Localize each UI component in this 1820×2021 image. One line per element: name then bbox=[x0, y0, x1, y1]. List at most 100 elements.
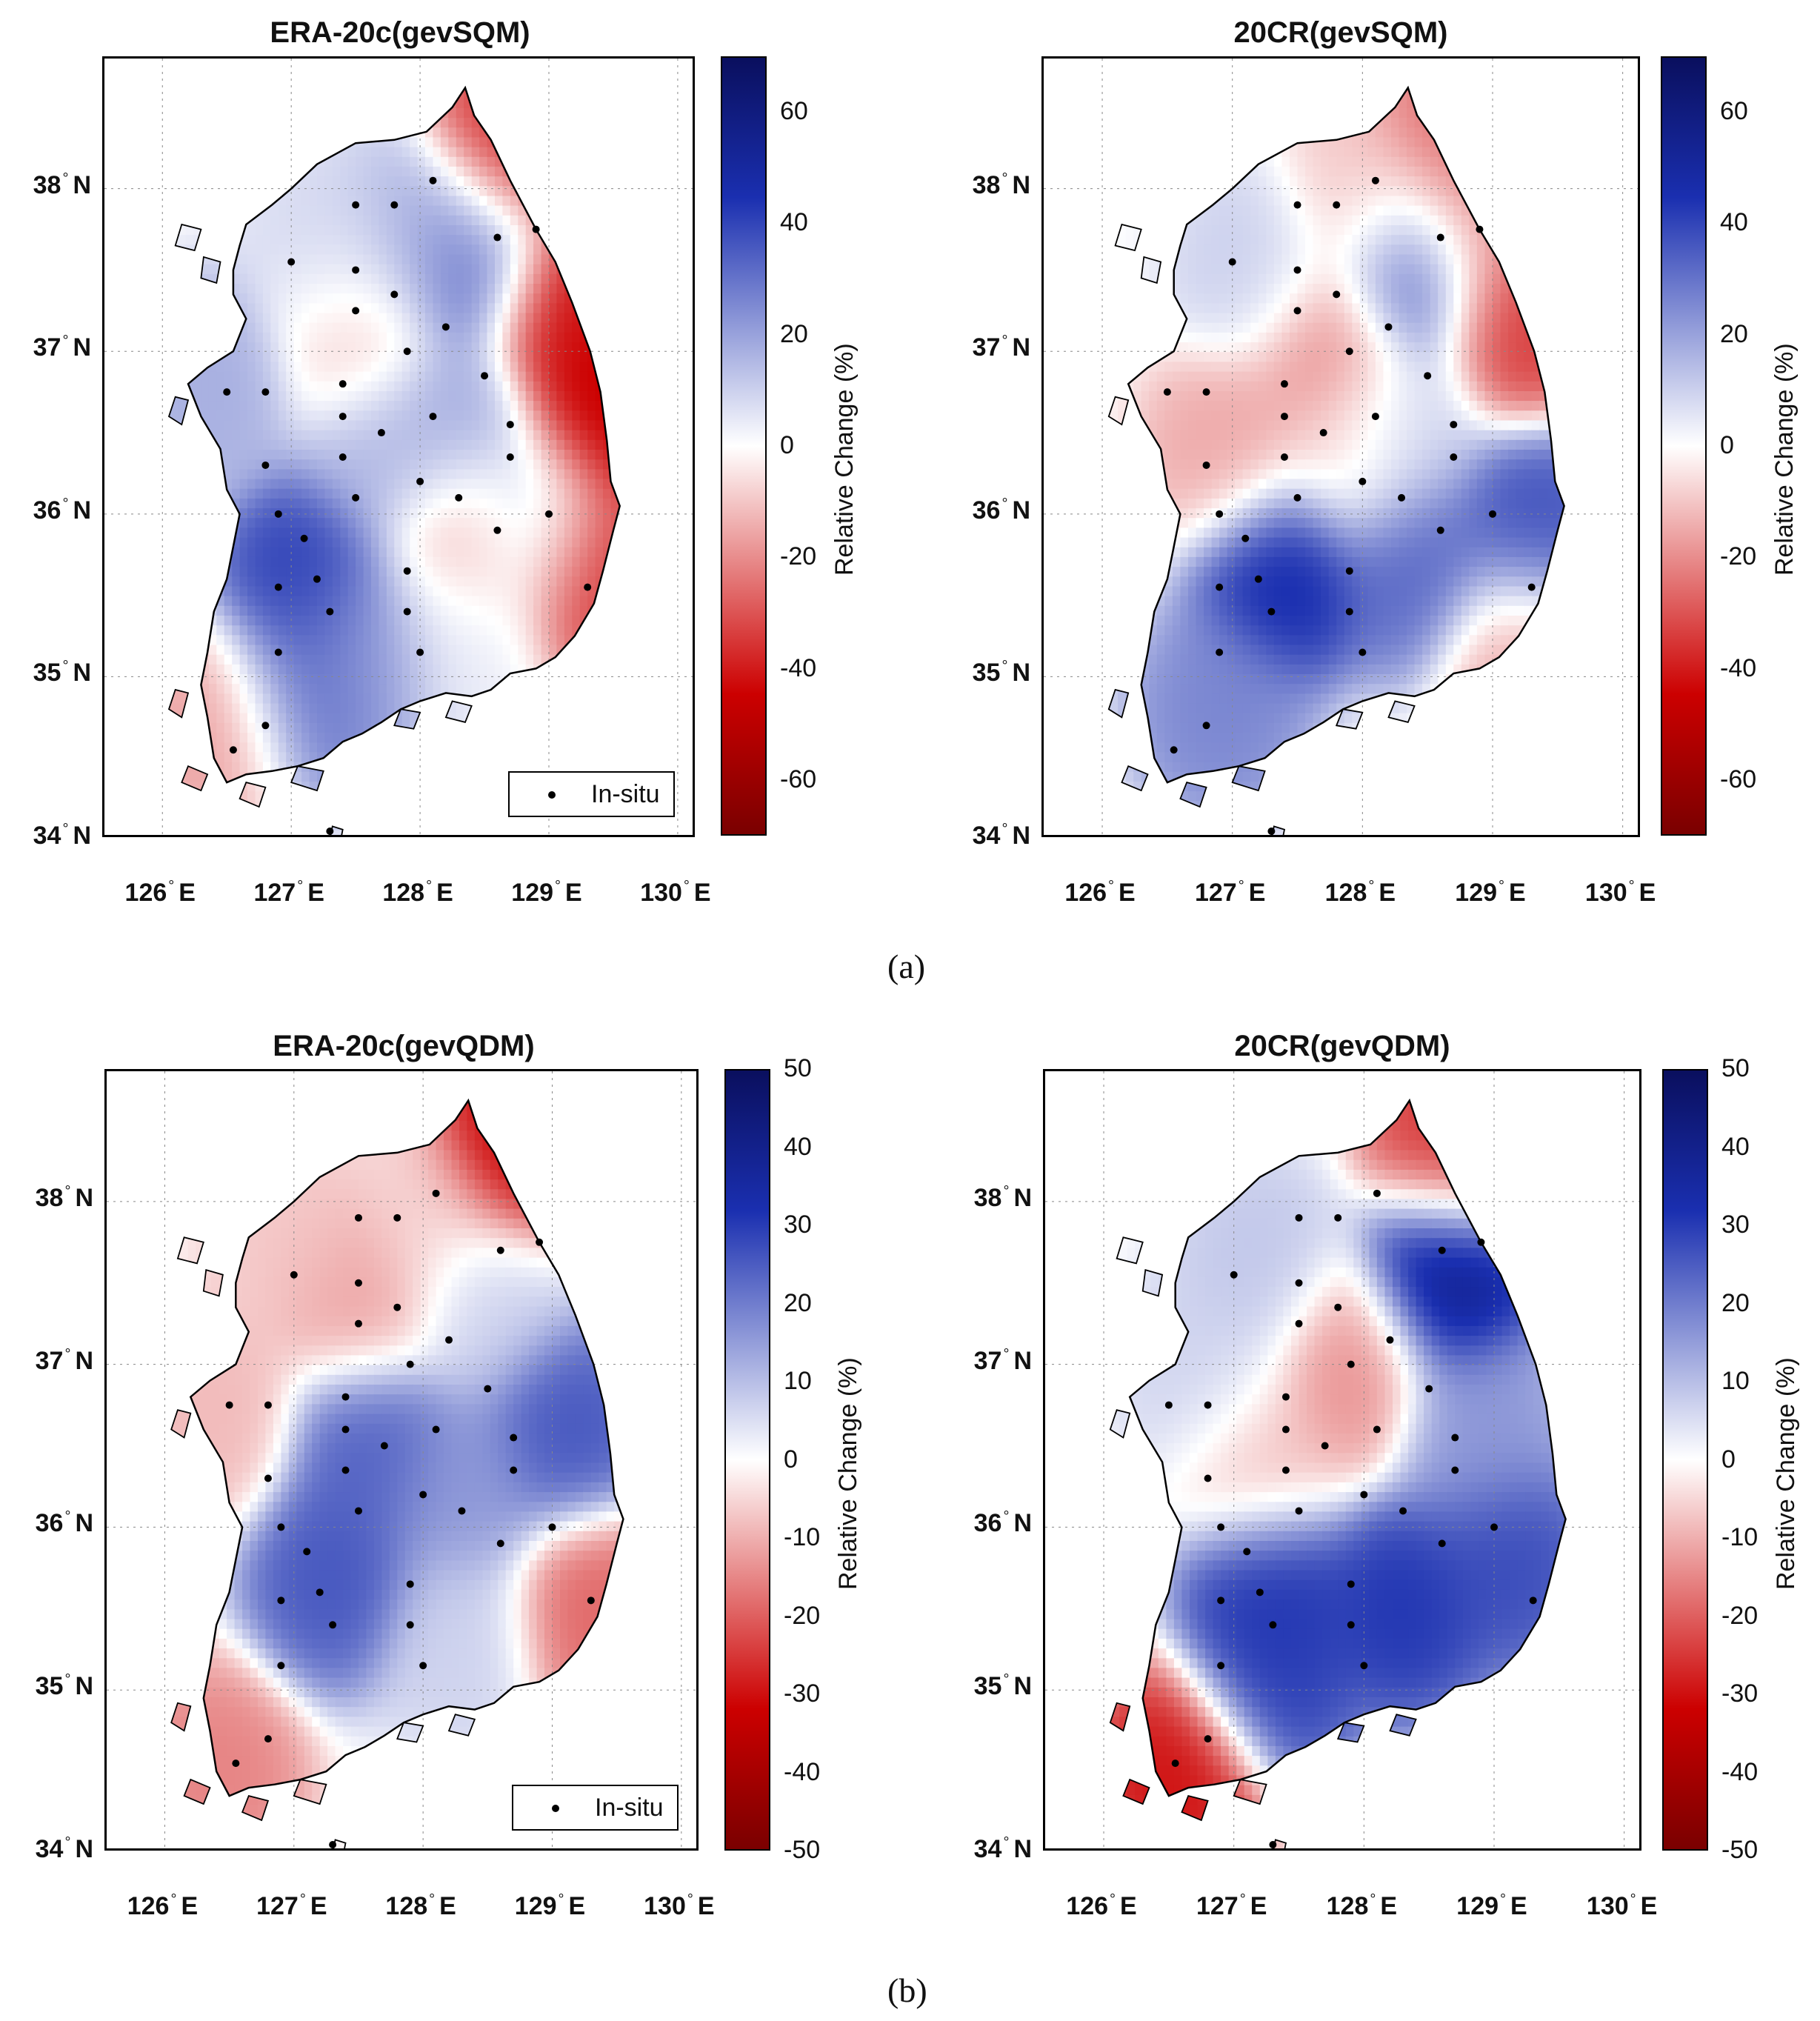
heat-cell bbox=[356, 615, 364, 626]
heat-cell bbox=[224, 536, 233, 547]
heat-cell bbox=[487, 214, 496, 225]
heat-cell bbox=[487, 107, 496, 119]
heat-cell bbox=[518, 410, 527, 421]
heat-cell bbox=[340, 761, 349, 772]
heat-cell bbox=[587, 722, 596, 733]
heat-cell bbox=[502, 595, 511, 606]
heat-cell bbox=[448, 487, 457, 499]
heat-cell bbox=[464, 576, 473, 587]
heat-cell bbox=[610, 742, 619, 753]
heat-cell bbox=[262, 497, 272, 509]
heat-cell bbox=[247, 322, 256, 333]
heat-cell bbox=[224, 302, 233, 313]
heat-cell bbox=[332, 693, 341, 704]
heat-cell bbox=[301, 244, 310, 255]
heat-cell bbox=[518, 322, 527, 333]
heat-cell bbox=[479, 263, 488, 274]
heat-cell bbox=[224, 702, 233, 713]
heat-cell bbox=[549, 68, 557, 79]
heat-cell bbox=[634, 371, 642, 382]
heat-cell bbox=[579, 644, 589, 655]
heat-cell bbox=[239, 585, 248, 596]
heat-cell bbox=[270, 293, 279, 304]
heat-cell bbox=[255, 527, 264, 538]
heat-cell bbox=[394, 761, 403, 772]
heat-cell bbox=[549, 370, 558, 382]
heat-cell bbox=[487, 556, 496, 567]
heat-cell bbox=[572, 732, 581, 743]
heat-cell bbox=[626, 732, 634, 742]
heat-cell bbox=[286, 214, 295, 225]
heat-cell bbox=[425, 253, 434, 264]
heat-cell bbox=[541, 117, 550, 128]
heat-cell bbox=[270, 136, 279, 147]
heat-cell bbox=[587, 585, 596, 596]
heat-cell bbox=[201, 536, 210, 547]
heat-cell bbox=[448, 390, 457, 402]
heat-cell bbox=[603, 146, 612, 157]
heat-cell bbox=[386, 302, 396, 313]
heat-cell bbox=[262, 712, 272, 723]
heat-cell bbox=[169, 185, 171, 196]
heat-cell bbox=[185, 439, 194, 450]
heat-cell bbox=[394, 283, 403, 294]
heat-cell bbox=[533, 165, 542, 177]
heat-cell bbox=[595, 351, 604, 362]
heat-cell bbox=[618, 683, 620, 694]
heat-cell bbox=[201, 751, 210, 762]
heat-cell bbox=[549, 487, 558, 499]
heat-cell bbox=[239, 146, 248, 157]
heat-cell bbox=[224, 117, 233, 128]
heat-cell bbox=[262, 390, 272, 402]
heat-cell bbox=[549, 204, 558, 216]
heat-cell bbox=[440, 487, 450, 499]
heat-cell bbox=[394, 439, 403, 450]
heat-cell bbox=[193, 546, 202, 557]
heat-cell bbox=[340, 517, 349, 528]
heat-cell bbox=[579, 117, 589, 128]
heat-cell bbox=[410, 253, 419, 264]
heat-cell bbox=[610, 361, 619, 372]
heat-cell bbox=[193, 136, 202, 147]
heat-cell bbox=[363, 527, 372, 538]
heat-cell bbox=[556, 819, 565, 830]
heat-cell bbox=[286, 702, 295, 713]
heat-cell bbox=[471, 342, 481, 353]
heat-cell bbox=[510, 536, 519, 547]
heat-cell bbox=[193, 263, 202, 274]
heat-cell bbox=[278, 342, 287, 353]
heat-cell bbox=[293, 653, 303, 665]
heat-cell bbox=[324, 615, 333, 626]
heat-cell bbox=[379, 693, 387, 704]
heat-cell bbox=[471, 819, 481, 830]
heat-cell bbox=[610, 87, 619, 89]
heat-cell bbox=[634, 234, 642, 244]
heat-cell bbox=[401, 87, 411, 89]
heat-cell bbox=[417, 722, 426, 733]
heat-cell bbox=[286, 195, 295, 206]
heat-cell bbox=[309, 576, 318, 587]
heat-cell bbox=[371, 361, 380, 372]
heat-cell bbox=[518, 253, 527, 264]
heat-cell bbox=[448, 683, 457, 694]
heat-cell bbox=[572, 380, 581, 391]
heat-cell bbox=[525, 742, 535, 753]
heat-cell bbox=[386, 351, 396, 362]
heat-cell bbox=[363, 712, 372, 723]
heat-cell bbox=[216, 117, 225, 128]
heat-cell bbox=[579, 410, 589, 421]
heat-cell bbox=[185, 732, 194, 743]
heat-cell bbox=[556, 176, 565, 187]
heat-cell bbox=[564, 507, 573, 519]
heat-cell bbox=[471, 790, 481, 802]
heat-cell bbox=[502, 546, 511, 557]
heat-cell bbox=[626, 410, 634, 420]
heat-cell bbox=[556, 487, 565, 499]
heat-cell bbox=[301, 732, 310, 743]
heat-cell bbox=[363, 732, 372, 743]
heat-cell bbox=[255, 722, 264, 733]
heat-cell bbox=[541, 459, 550, 470]
heat-cell bbox=[363, 634, 372, 645]
heat-cell bbox=[347, 566, 357, 577]
heat-cell bbox=[479, 693, 488, 704]
